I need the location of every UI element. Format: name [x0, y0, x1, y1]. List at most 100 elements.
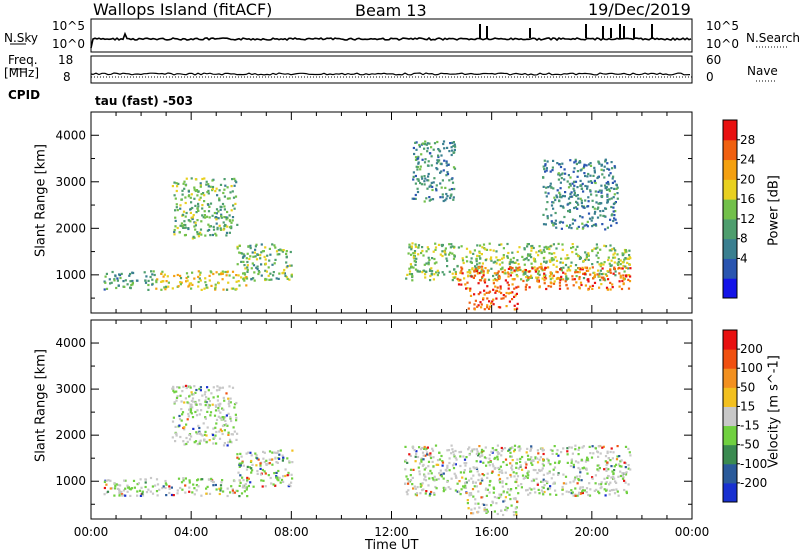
data-cell: [544, 170, 547, 173]
data-cell: [547, 266, 550, 269]
colorbar-tick-label: -100: [740, 457, 767, 471]
data-cell: [534, 469, 537, 472]
data-cell: [470, 257, 473, 260]
data-cell: [483, 456, 486, 459]
data-cell: [174, 225, 177, 228]
data-cell: [585, 255, 588, 258]
data-cell: [583, 172, 586, 175]
data-cell: [492, 279, 495, 282]
x-tick-label: 00:00: [74, 525, 109, 539]
data-cell: [238, 495, 241, 498]
data-cell: [525, 283, 528, 286]
data-cell: [513, 269, 516, 272]
data-cell: [606, 200, 609, 203]
data-cell: [207, 210, 211, 213]
data-cell: [484, 267, 487, 270]
data-cell: [555, 265, 558, 268]
data-cell: [455, 458, 458, 461]
data-cell: [578, 277, 581, 281]
data-cell: [604, 215, 607, 218]
data-cell: [600, 276, 603, 279]
data-cell: [223, 205, 226, 208]
data-cell: [290, 481, 293, 484]
data-cell: [179, 224, 182, 227]
data-cell: [415, 452, 418, 455]
data-cell: [467, 479, 470, 482]
data-cell: [598, 189, 601, 192]
data-cell: [427, 261, 430, 264]
data-cell: [412, 468, 415, 471]
data-cell: [421, 489, 424, 492]
data-cell: [544, 266, 547, 269]
data-cell: [583, 273, 587, 276]
data-cell: [221, 479, 224, 482]
data-cell: [219, 208, 222, 211]
data-cell: [573, 193, 576, 196]
data-cell: [408, 480, 412, 483]
data-cell: [497, 474, 500, 477]
data-cell: [483, 308, 486, 311]
data-cell: [162, 275, 165, 278]
data-cell: [223, 216, 226, 219]
data-cell: [421, 451, 425, 454]
x-tick-label: 20:00: [575, 525, 610, 539]
data-cell: [552, 258, 555, 261]
data-cell: [269, 253, 272, 256]
data-cell: [189, 196, 192, 199]
data-cell: [286, 277, 289, 280]
data-cell: [579, 179, 582, 182]
data-cell: [173, 181, 176, 184]
data-cell: [575, 275, 578, 278]
data-cell: [199, 403, 202, 406]
data-cell: [583, 489, 586, 492]
data-cell: [270, 278, 273, 281]
data-cell: [414, 174, 417, 178]
data-cell: [234, 413, 237, 416]
data-cell: [567, 266, 570, 269]
data-cell: [194, 221, 197, 224]
data-cell: [421, 446, 424, 450]
data-cell: [476, 470, 479, 473]
data-cell: [155, 279, 158, 282]
data-cell: [422, 269, 426, 272]
data-cell: [529, 449, 532, 452]
data-cell: [571, 182, 574, 185]
data-cell: [625, 490, 628, 493]
data-cell: [165, 280, 168, 283]
data-cell: [553, 222, 556, 225]
data-cell: [587, 212, 591, 215]
data-cell: [616, 455, 619, 458]
data-cell: [596, 261, 599, 264]
data-cell: [615, 221, 618, 225]
data-cell: [509, 260, 512, 264]
data-cell: [163, 273, 166, 276]
data-cell: [275, 451, 278, 454]
y-tick-label: 4000: [55, 128, 86, 142]
data-cell: [246, 252, 249, 255]
data-cell: [214, 483, 217, 487]
data-cell: [203, 177, 206, 180]
data-cell: [208, 228, 211, 232]
data-cell: [602, 272, 605, 275]
data-cell: [226, 444, 229, 447]
data-cell: [409, 468, 413, 471]
data-cell: [278, 476, 281, 479]
data-cell: [203, 393, 206, 396]
data-cell: [598, 162, 601, 165]
data-cell: [615, 481, 618, 484]
data-cell: [140, 486, 143, 489]
data-cell: [255, 266, 258, 269]
data-cell: [589, 488, 592, 491]
data-cell: [465, 481, 468, 484]
data-cell: [456, 482, 459, 485]
data-cell: [246, 264, 249, 267]
data-cell: [196, 219, 199, 222]
data-cell: [442, 140, 446, 143]
data-cell: [628, 274, 631, 277]
data-cell: [588, 163, 591, 166]
data-cell: [131, 281, 134, 285]
data-cell: [529, 253, 532, 256]
data-cell: [267, 274, 270, 277]
data-cell: [472, 276, 475, 279]
data-cell: [597, 202, 600, 205]
